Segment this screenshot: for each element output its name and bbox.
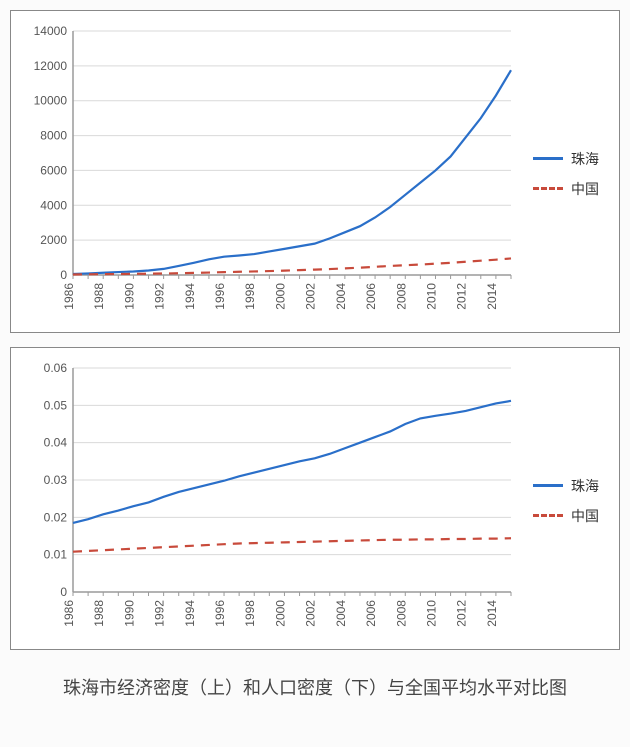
legend-label-1b: 珠海 bbox=[571, 476, 599, 496]
svg-text:1990: 1990 bbox=[122, 600, 136, 627]
svg-text:0: 0 bbox=[60, 585, 67, 599]
svg-text:2000: 2000 bbox=[273, 600, 287, 627]
legend-swatch-dash bbox=[533, 187, 563, 190]
svg-text:1998: 1998 bbox=[243, 600, 257, 627]
chart2-svg: 0 0.01 0.02 0.03 0.04 0.05 0.06 1986 1988 1990 199… bbox=[21, 358, 521, 638]
svg-text:1998: 1998 bbox=[243, 283, 257, 310]
svg-text:14000: 14000 bbox=[34, 24, 68, 38]
svg-text:2002: 2002 bbox=[304, 283, 318, 310]
svg-text:0.06: 0.06 bbox=[44, 361, 68, 375]
svg-text:8000: 8000 bbox=[40, 129, 67, 143]
chart-economic-density: 0 2000 4000 6000 8000 10000 12000 14000 1986 1988… bbox=[10, 10, 620, 333]
svg-text:2010: 2010 bbox=[424, 283, 438, 310]
chart1-plot-wrap: 0 2000 4000 6000 8000 10000 12000 14000 1986 1988… bbox=[21, 21, 521, 326]
svg-text:2008: 2008 bbox=[394, 600, 408, 627]
svg-text:0.05: 0.05 bbox=[44, 398, 68, 412]
chart2-plot-wrap: 0 0.01 0.02 0.03 0.04 0.05 0.06 1986 1988 1990 199… bbox=[21, 358, 521, 643]
svg-text:1992: 1992 bbox=[153, 600, 167, 627]
svg-text:0: 0 bbox=[60, 268, 67, 282]
chart2-row: 0 0.01 0.02 0.03 0.04 0.05 0.06 1986 1988 1990 199… bbox=[21, 358, 609, 643]
chart-population-density: 0 0.01 0.02 0.03 0.04 0.05 0.06 1986 1988 1990 199… bbox=[10, 347, 620, 650]
svg-text:1988: 1988 bbox=[92, 283, 106, 310]
svg-text:2014: 2014 bbox=[485, 600, 499, 627]
svg-text:2012: 2012 bbox=[455, 600, 469, 627]
svg-text:4000: 4000 bbox=[40, 198, 67, 212]
svg-text:2004: 2004 bbox=[334, 283, 348, 310]
chart1-row: 0 2000 4000 6000 8000 10000 12000 14000 1986 1988… bbox=[21, 21, 609, 326]
legend-label-2: 中国 bbox=[571, 179, 599, 199]
legend-item-china-2: 中国 bbox=[533, 506, 599, 526]
legend-item-zhuhai-2: 珠海 bbox=[533, 476, 599, 496]
svg-text:12000: 12000 bbox=[34, 59, 68, 73]
svg-text:2002: 2002 bbox=[304, 600, 318, 627]
svg-text:10000: 10000 bbox=[34, 94, 68, 108]
svg-text:1994: 1994 bbox=[183, 600, 197, 627]
svg-text:0.01: 0.01 bbox=[44, 548, 68, 562]
svg-text:6000: 6000 bbox=[40, 163, 67, 177]
chart2-legend: 珠海 中国 bbox=[533, 466, 599, 536]
legend-swatch-solid bbox=[533, 484, 563, 487]
svg-text:0.02: 0.02 bbox=[44, 510, 68, 524]
legend-swatch-solid bbox=[533, 157, 563, 160]
svg-text:1996: 1996 bbox=[213, 600, 227, 627]
legend-item-zhuhai: 珠海 bbox=[533, 149, 599, 169]
svg-text:0.04: 0.04 bbox=[44, 436, 68, 450]
legend-label-2b: 中国 bbox=[571, 506, 599, 526]
svg-text:1990: 1990 bbox=[122, 283, 136, 310]
svg-text:2006: 2006 bbox=[364, 283, 378, 310]
legend-item-china: 中国 bbox=[533, 179, 599, 199]
legend-label-1: 珠海 bbox=[571, 149, 599, 169]
svg-text:2004: 2004 bbox=[334, 600, 348, 627]
chart1-svg: 0 2000 4000 6000 8000 10000 12000 14000 1986 1988… bbox=[21, 21, 521, 321]
svg-text:2006: 2006 bbox=[364, 600, 378, 627]
svg-text:1996: 1996 bbox=[213, 283, 227, 310]
svg-text:2014: 2014 bbox=[485, 283, 499, 310]
svg-text:2000: 2000 bbox=[40, 233, 67, 247]
figure-caption: 珠海市经济密度（上）和人口密度（下）与全国平均水平对比图 bbox=[10, 674, 620, 700]
svg-text:2000: 2000 bbox=[273, 283, 287, 310]
chart1-legend: 珠海 中国 bbox=[533, 139, 599, 209]
svg-text:1992: 1992 bbox=[153, 283, 167, 310]
svg-text:1994: 1994 bbox=[183, 283, 197, 310]
svg-text:1986: 1986 bbox=[62, 600, 76, 627]
legend-swatch-dash bbox=[533, 514, 563, 517]
svg-text:2012: 2012 bbox=[455, 283, 469, 310]
svg-text:1986: 1986 bbox=[62, 283, 76, 310]
svg-text:2010: 2010 bbox=[424, 600, 438, 627]
svg-text:1988: 1988 bbox=[92, 600, 106, 627]
svg-text:0.03: 0.03 bbox=[44, 473, 68, 487]
svg-text:2008: 2008 bbox=[394, 283, 408, 310]
